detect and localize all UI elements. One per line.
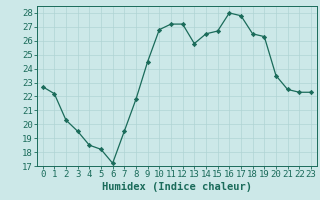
X-axis label: Humidex (Indice chaleur): Humidex (Indice chaleur) [102,182,252,192]
